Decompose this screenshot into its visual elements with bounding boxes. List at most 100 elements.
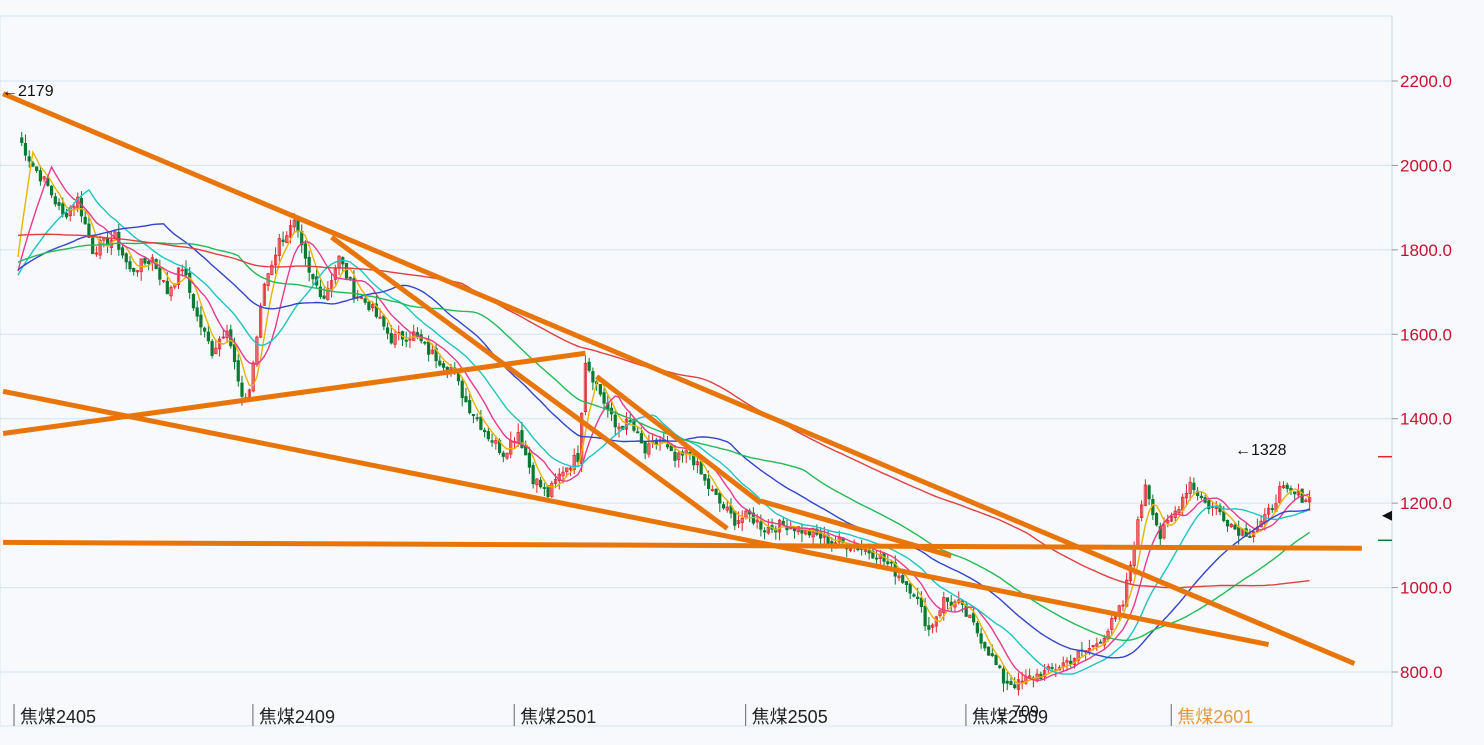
candle-body bbox=[64, 212, 69, 218]
candle-body bbox=[1158, 526, 1162, 540]
trendline-0[interactable] bbox=[2, 91, 1356, 666]
candle-body bbox=[1296, 490, 1301, 496]
candle-body bbox=[210, 340, 214, 356]
candle-body bbox=[591, 371, 595, 383]
candle-body bbox=[479, 416, 483, 430]
candle-body bbox=[643, 440, 647, 454]
candle-body bbox=[438, 360, 442, 366]
candle-body bbox=[1199, 495, 1203, 499]
candle-body bbox=[72, 206, 76, 209]
candle-body bbox=[617, 426, 621, 430]
candle-body bbox=[583, 362, 588, 413]
candle-body bbox=[677, 452, 681, 460]
candle-body bbox=[143, 257, 147, 264]
candle-body bbox=[270, 264, 274, 275]
candle-body bbox=[759, 521, 763, 530]
candle-body bbox=[598, 383, 602, 395]
x-tick-label: 焦煤2501 bbox=[520, 707, 596, 727]
candle-body bbox=[613, 414, 617, 428]
candle-body bbox=[602, 392, 606, 404]
candle-body bbox=[830, 541, 834, 544]
trendline-5[interactable] bbox=[595, 374, 763, 506]
candle-body bbox=[942, 597, 946, 614]
candle-body bbox=[718, 492, 722, 504]
candle-body bbox=[1065, 660, 1069, 663]
candle-body bbox=[430, 349, 434, 354]
candle-body bbox=[288, 225, 293, 238]
candle-body bbox=[94, 252, 98, 255]
candle-body bbox=[281, 239, 285, 242]
candle-body bbox=[236, 360, 240, 382]
trendline-6[interactable] bbox=[760, 498, 952, 559]
candle-body bbox=[986, 646, 991, 656]
price-annotation: ←709 bbox=[996, 703, 1039, 720]
candle-body bbox=[703, 473, 707, 481]
candle-body bbox=[587, 361, 591, 371]
candle-body bbox=[1016, 679, 1021, 690]
candle-body bbox=[994, 654, 998, 666]
candle-body bbox=[311, 273, 315, 280]
candle-body bbox=[206, 331, 210, 342]
x-tick-label: 焦煤2405 bbox=[20, 707, 96, 727]
candle-body bbox=[1293, 491, 1297, 495]
moving-average-line-2 bbox=[17, 188, 1310, 675]
trendline-1[interactable] bbox=[2, 388, 1270, 648]
price-annotation: ←1328 bbox=[1235, 442, 1287, 459]
candle-body bbox=[412, 331, 416, 341]
candle-body bbox=[471, 413, 476, 417]
candle-body bbox=[61, 203, 65, 215]
candle-body bbox=[363, 298, 367, 303]
candle-body bbox=[714, 488, 718, 495]
candle-body bbox=[1140, 504, 1144, 518]
candle-body bbox=[565, 467, 569, 473]
candle-body bbox=[1110, 618, 1114, 630]
trendline-2[interactable] bbox=[2, 350, 586, 436]
candle-body bbox=[441, 363, 446, 368]
candle-body bbox=[531, 465, 535, 485]
candle-body bbox=[874, 557, 879, 560]
y-tick-label: 800.0 bbox=[1400, 663, 1443, 682]
candle-body bbox=[1308, 497, 1312, 503]
candle-body bbox=[766, 527, 770, 534]
candle-body bbox=[777, 519, 782, 533]
candle-body bbox=[647, 443, 651, 455]
candle-body bbox=[240, 382, 244, 397]
candle-body bbox=[561, 471, 565, 477]
y-tick-label: 1600.0 bbox=[1400, 325, 1452, 344]
candle-body bbox=[669, 445, 673, 452]
candle-body bbox=[1121, 604, 1125, 607]
trendline-3[interactable] bbox=[3, 539, 1362, 551]
candle-body bbox=[486, 431, 490, 440]
candle-body bbox=[184, 268, 188, 276]
candle-body bbox=[161, 280, 166, 282]
candle-body bbox=[303, 243, 308, 259]
trendline-4[interactable] bbox=[330, 235, 729, 531]
axes: 800.0 1000.0 1200.0 1400.0 1600.0 1800.0 2000.… bbox=[13, 16, 1452, 727]
candle-body bbox=[505, 452, 509, 459]
candle-body bbox=[736, 520, 741, 525]
x-tick-label: 焦煤2509 bbox=[972, 707, 1048, 727]
candle-body bbox=[169, 287, 173, 297]
candle-body bbox=[1278, 486, 1282, 503]
y-tick-label: 1000.0 bbox=[1400, 579, 1452, 598]
y-tick-label: 1800.0 bbox=[1400, 241, 1452, 260]
x-tick-label: 焦煤2409 bbox=[259, 707, 335, 727]
candle-body bbox=[811, 528, 815, 538]
candle-body bbox=[49, 185, 54, 196]
candle-body bbox=[998, 665, 1002, 668]
candle-body bbox=[468, 400, 472, 414]
candle-body bbox=[494, 440, 498, 444]
candle-body bbox=[322, 295, 326, 299]
candle-body bbox=[42, 176, 46, 180]
candle-body bbox=[568, 467, 573, 470]
candle-body bbox=[1069, 660, 1073, 665]
candle-body bbox=[916, 596, 920, 599]
y-tick-label: 2200.0 bbox=[1400, 72, 1452, 91]
candle-body bbox=[195, 307, 199, 317]
candle-body bbox=[979, 633, 983, 644]
candle-body bbox=[408, 338, 412, 341]
candle-body bbox=[232, 344, 237, 363]
y-tick-label: 1400.0 bbox=[1400, 410, 1452, 429]
candle-body bbox=[636, 431, 640, 434]
